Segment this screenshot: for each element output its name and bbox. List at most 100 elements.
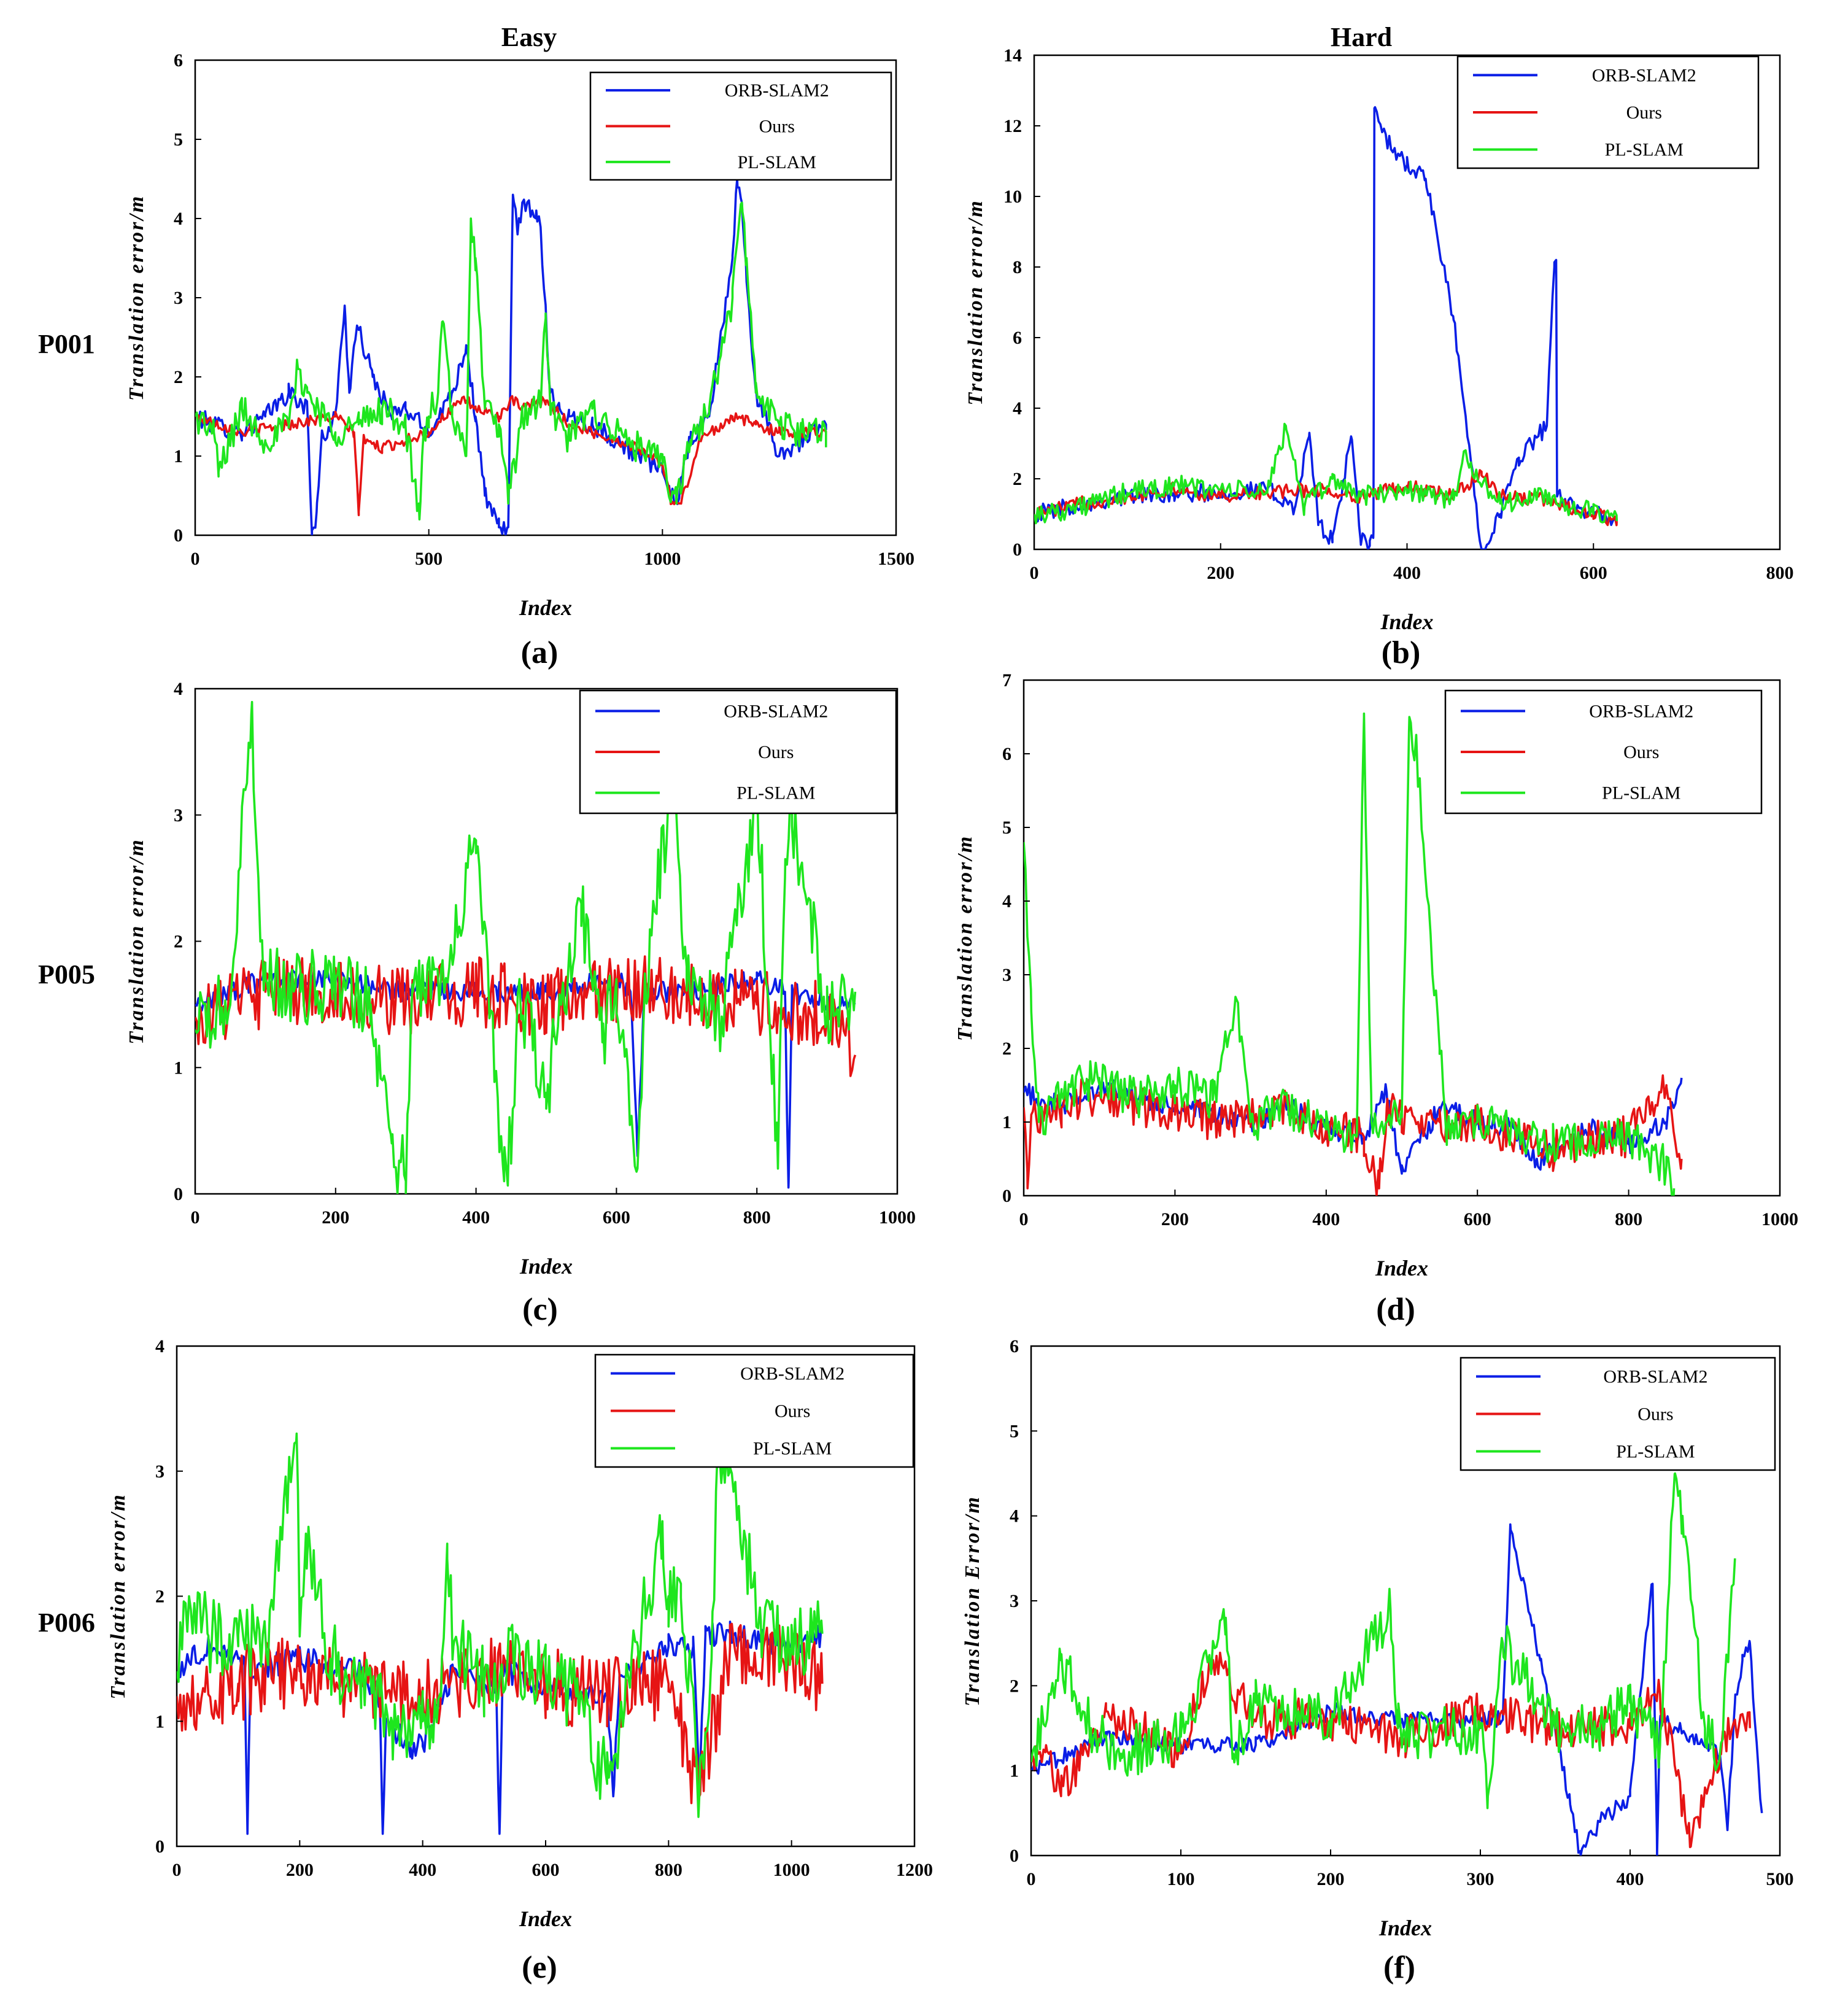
x-tick-label: 600 — [1464, 1209, 1491, 1229]
x-tick-label: 200 — [322, 1207, 349, 1228]
x-axis-label: Index — [1375, 1256, 1428, 1280]
legend-entry: Ours — [775, 1401, 810, 1422]
legend-entry: PL-SLAM — [1605, 140, 1684, 160]
legend-a: ORB-SLAM2 Ours PL-SLAM — [589, 71, 892, 181]
y-tick-label: 3 — [155, 1461, 164, 1482]
chart-panel-c: 0 200 400 600 800 1000 0 1 2 3 4 Index Translation e… — [125, 679, 916, 1327]
y-tick-label: 6 — [1010, 1336, 1019, 1357]
x-tick-label: 600 — [603, 1207, 630, 1228]
x-tick-label: 1500 — [878, 549, 914, 569]
x-axis-label: Index — [519, 1906, 572, 1931]
legend-entry: PL-SLAM — [738, 152, 816, 172]
panel-label-a: (a) — [521, 635, 559, 670]
series-line-b-pl-slam — [1034, 422, 1618, 525]
y-tick-label: 1 — [1010, 1761, 1019, 1781]
panel-label-b: (b) — [1382, 635, 1421, 670]
series-line-a-pl-slam — [195, 201, 827, 521]
y-tick-label: 6 — [174, 50, 183, 71]
x-tick-label: 300 — [1467, 1869, 1494, 1889]
legend-entry: PL-SLAM — [1602, 783, 1680, 803]
y-tick-label: 5 — [1002, 818, 1011, 838]
y-tick-label: 4 — [174, 679, 183, 699]
x-tick-label: 800 — [1615, 1209, 1642, 1229]
y-tick-label: 4 — [1002, 891, 1011, 912]
legend-entry: ORB-SLAM2 — [724, 701, 828, 721]
y-tick-label: 2 — [155, 1587, 164, 1607]
y-axis-label: Translation error/m — [125, 195, 148, 401]
y-tick-label: 0 — [1010, 1846, 1019, 1866]
x-tick-label: 1000 — [879, 1207, 916, 1228]
x-tick-label: 1000 — [773, 1860, 810, 1880]
x-tick-label: 200 — [286, 1860, 314, 1880]
y-tick-label: 1 — [174, 446, 183, 466]
y-axis-label: Translation Error/m — [961, 1495, 984, 1706]
series-line-a-orb-slam2 — [195, 177, 827, 535]
series-line-d-pl-slam — [1024, 712, 1676, 1196]
x-tick-label: 400 — [462, 1207, 490, 1228]
row-label-p006: P006 — [38, 1608, 95, 1638]
y-tick-label: 2 — [174, 367, 183, 387]
legend-entry: Ours — [759, 117, 795, 137]
y-tick-label: 3 — [1002, 965, 1011, 985]
chart-panel-e: 0 200 400 600 800 1000 1200 0 1 2 3 4 Index Translati… — [107, 1336, 933, 1985]
x-axis-label: Index — [1378, 1916, 1432, 1940]
y-axis-label: Translation error/m — [954, 835, 976, 1041]
y-tick-label: 3 — [1010, 1591, 1019, 1611]
y-tick-label: 8 — [1013, 257, 1022, 277]
y-tick-label: 4 — [155, 1336, 164, 1357]
y-tick-label: 0 — [155, 1837, 164, 1857]
x-tick-label: 400 — [1617, 1869, 1644, 1889]
y-tick-label: 10 — [1003, 187, 1022, 207]
series-group-f — [1031, 1472, 1763, 1856]
y-tick-label: 14 — [1003, 45, 1022, 66]
x-tick-label: 800 — [1766, 563, 1794, 583]
y-axis-label: Translation error/m — [107, 1493, 130, 1699]
y-tick-label: 0 — [1002, 1186, 1011, 1206]
x-tick-label: 0 — [172, 1860, 182, 1880]
chart-panel-d: 0 200 400 600 800 1000 0 1 2 3 4 5 6 7 Index Translatio… — [954, 670, 1798, 1327]
y-tick-label: 4 — [1013, 398, 1022, 419]
x-tick-label: 1000 — [644, 549, 681, 569]
x-tick-label: 800 — [743, 1207, 771, 1228]
y-tick-label: 7 — [1002, 670, 1011, 691]
x-axis-label: Index — [519, 595, 572, 620]
y-tick-label: 6 — [1013, 328, 1022, 348]
y-tick-label: 2 — [1013, 469, 1022, 489]
legend-entry: Ours — [758, 742, 794, 762]
x-tick-label: 200 — [1317, 1869, 1345, 1889]
legend-entry: Ours — [1626, 103, 1662, 123]
series-line-b-ours — [1034, 469, 1618, 527]
series-group-b — [1034, 106, 1618, 549]
x-tick-label: 400 — [1393, 563, 1421, 583]
x-tick-label: 0 — [1019, 1209, 1029, 1229]
x-tick-label: 400 — [1312, 1209, 1340, 1229]
legend-e: ORB-SLAM2 Ours PL-SLAM — [594, 1353, 914, 1468]
legend-entry: ORB-SLAM2 — [1592, 65, 1696, 85]
y-tick-label: 1 — [1002, 1112, 1011, 1132]
x-tick-label: 100 — [1167, 1869, 1195, 1889]
y-tick-label: 12 — [1003, 116, 1022, 136]
x-tick-label: 0 — [1030, 563, 1039, 583]
legend-entry: ORB-SLAM2 — [1603, 1367, 1707, 1387]
series-line-b-orb-slam2 — [1034, 106, 1618, 549]
x-tick-label: 1000 — [1761, 1209, 1798, 1229]
x-tick-label: 800 — [655, 1860, 682, 1880]
series-group-d — [1024, 712, 1683, 1196]
legend-entry: ORB-SLAM2 — [1589, 701, 1693, 721]
series-line-e-pl-slam — [177, 1415, 824, 1818]
y-tick-label: 3 — [174, 288, 183, 308]
legend-d: ORB-SLAM2 Ours PL-SLAM — [1444, 689, 1763, 815]
legend-b: ORB-SLAM2 Ours PL-SLAM — [1456, 55, 1760, 169]
panel-label-c: (c) — [522, 1292, 558, 1327]
panel-label-f: (f) — [1383, 1950, 1415, 1985]
series-group-c — [195, 700, 857, 1194]
chart-panel-f: 0 100 200 300 400 500 0 1 2 3 4 5 6 Index Translation … — [961, 1336, 1794, 1985]
x-tick-label: 200 — [1161, 1209, 1189, 1229]
panel-label-d: (d) — [1376, 1292, 1415, 1327]
legend-entry: ORB-SLAM2 — [725, 80, 829, 101]
y-tick-label: 6 — [1002, 744, 1011, 764]
column-title-easy: Easy — [501, 22, 557, 52]
chart-panel-b: 0 200 400 600 800 0 2 4 6 8 10 12 14 Index Translation… — [964, 45, 1794, 670]
y-tick-label: 1 — [174, 1058, 183, 1078]
